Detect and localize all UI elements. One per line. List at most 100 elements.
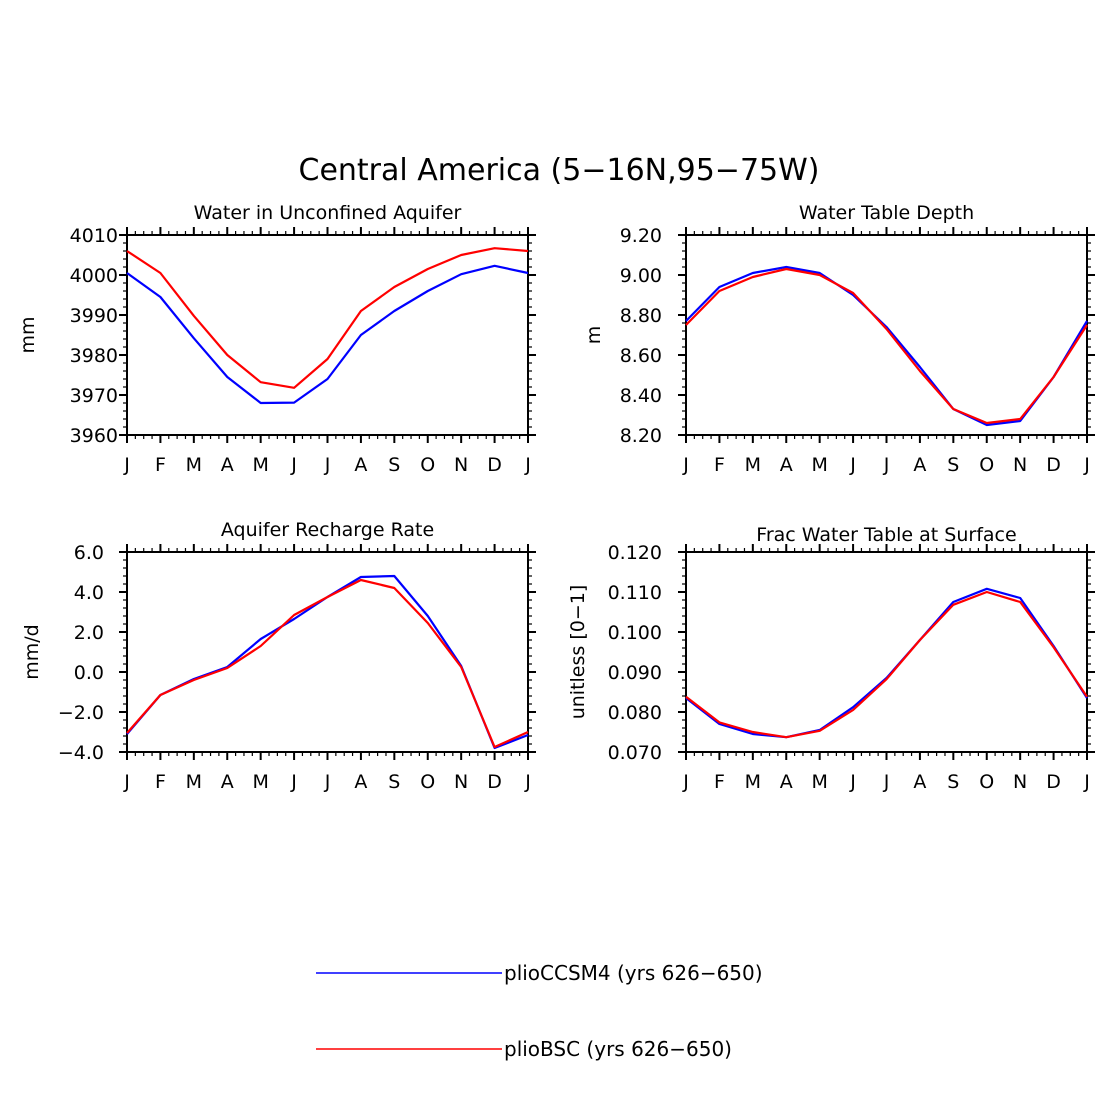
y-tick-label: −2.0	[58, 702, 104, 724]
y-axis-label: m	[583, 326, 605, 345]
x-tick-label: A	[221, 771, 234, 793]
x-tick-label: J	[682, 454, 689, 476]
x-tick-label: A	[354, 771, 367, 793]
x-tick-label: A	[221, 454, 234, 476]
y-tick-label: 0.110	[608, 582, 662, 604]
series-line-plioCCSM4	[126, 264, 529, 405]
x-tick-label: S	[947, 771, 959, 793]
panel-title: Frac Water Table at Surface	[756, 524, 1016, 546]
panel-4: Frac Water Table at Surface unitless [0−1…	[567, 524, 1095, 793]
x-tick-label: O	[420, 454, 435, 476]
panel-title: Water Table Depth	[799, 202, 974, 224]
panel-title: Water in Unconfined Aquifer	[194, 202, 462, 224]
y-tick-label: 8.60	[620, 345, 662, 367]
x-tick-label: A	[913, 771, 926, 793]
legend: plioCCSM4 (yrs 626−650) plioBSC (yrs 626…	[316, 961, 763, 1061]
x-tick-label: D	[1046, 454, 1061, 476]
x-tick-label: D	[487, 454, 502, 476]
plot-frame	[685, 551, 1088, 753]
x-tick-label: J	[524, 771, 531, 793]
x-tick-label: M	[186, 771, 202, 793]
panel-title: Aquifer Recharge Rate	[221, 519, 434, 541]
y-tick-label: 0.120	[608, 542, 662, 564]
x-tick-label: J	[123, 454, 130, 476]
x-tick-label: D	[487, 771, 502, 793]
x-tick-label: N	[1013, 771, 1027, 793]
x-tick-label: O	[420, 771, 435, 793]
x-tick-label: F	[155, 454, 166, 476]
x-tick-label: J	[682, 771, 689, 793]
series-line-plioBSC	[685, 267, 1088, 425]
x-tick-label: J	[1083, 771, 1090, 793]
y-tick-label: 3960	[70, 425, 118, 447]
x-tick-label: J	[849, 454, 856, 476]
y-tick-label: 8.20	[620, 425, 662, 447]
y-tick-label: 9.20	[620, 225, 662, 247]
legend-label-plioBSC: plioBSC (yrs 626−650)	[504, 1037, 732, 1061]
x-tick-label: J	[883, 771, 890, 793]
x-tick-label: M	[745, 454, 761, 476]
plot-frame	[685, 234, 1088, 436]
x-tick-label: N	[1013, 454, 1027, 476]
y-tick-label: 0.090	[608, 662, 662, 684]
series-line-plioBSC	[685, 590, 1088, 739]
x-tick-label: J	[290, 454, 297, 476]
x-tick-label: D	[1046, 771, 1061, 793]
x-tick-label: J	[524, 454, 531, 476]
x-tick-label: M	[811, 771, 827, 793]
x-tick-label: M	[745, 771, 761, 793]
x-tick-label: A	[780, 454, 793, 476]
series-line-plioCCSM4	[685, 265, 1088, 427]
y-axis-label: mm	[17, 316, 39, 353]
x-tick-label: J	[849, 771, 856, 793]
x-tick-label: J	[1083, 454, 1090, 476]
x-tick-label: M	[811, 454, 827, 476]
x-tick-label: A	[780, 771, 793, 793]
series-line-plioCCSM4	[126, 574, 529, 750]
series-line-plioBSC	[126, 247, 529, 389]
x-tick-label: F	[714, 771, 725, 793]
y-tick-label: 0.080	[608, 702, 662, 724]
x-tick-label: J	[290, 771, 297, 793]
y-axis-label: mm/d	[21, 624, 43, 679]
x-tick-label: F	[155, 771, 166, 793]
y-tick-label: 4010	[70, 225, 118, 247]
series-line-plioBSC	[126, 578, 529, 749]
x-tick-label: S	[947, 454, 959, 476]
y-tick-label: 8.80	[620, 305, 662, 327]
y-tick-label: 6.0	[74, 542, 104, 564]
plot-frame	[126, 234, 529, 436]
y-tick-label: 3990	[70, 305, 118, 327]
x-tick-label: O	[979, 771, 994, 793]
y-tick-label: 4.0	[74, 582, 104, 604]
x-tick-label: J	[883, 454, 890, 476]
x-tick-label: J	[324, 454, 331, 476]
y-tick-label: 3980	[70, 345, 118, 367]
y-tick-label: 9.00	[620, 265, 662, 287]
y-tick-label: 8.40	[620, 385, 662, 407]
x-tick-label: S	[388, 454, 400, 476]
x-tick-label: A	[913, 454, 926, 476]
y-tick-label: 0.070	[608, 742, 662, 764]
x-tick-label: M	[252, 771, 268, 793]
plot-frame	[126, 551, 529, 753]
y-tick-label: −4.0	[58, 742, 104, 764]
y-tick-label: 0.0	[74, 662, 104, 684]
legend-label-plioCCSM4: plioCCSM4 (yrs 626−650)	[504, 961, 763, 985]
y-tick-label: 2.0	[74, 622, 104, 644]
x-tick-label: N	[454, 771, 468, 793]
x-tick-label: J	[123, 771, 130, 793]
x-tick-label: S	[388, 771, 400, 793]
x-tick-label: A	[354, 454, 367, 476]
figure-title: Central America (5−16N,95−75W)	[299, 153, 820, 188]
x-tick-label: O	[979, 454, 994, 476]
x-tick-label: F	[714, 454, 725, 476]
y-tick-label: 3970	[70, 385, 118, 407]
x-tick-label: M	[186, 454, 202, 476]
x-tick-label: N	[454, 454, 468, 476]
y-axis-label: unitless [0−1]	[567, 585, 589, 720]
